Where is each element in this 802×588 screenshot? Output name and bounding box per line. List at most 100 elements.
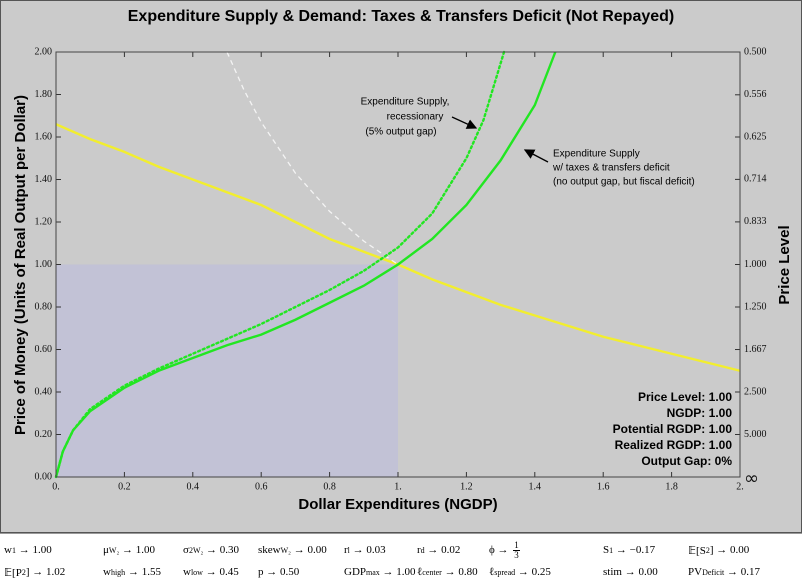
annotation-arrow	[451, 116, 478, 129]
x-tick-label: 0.6	[255, 481, 268, 492]
y2-tick-label: ∞	[744, 468, 759, 489]
parameter-text: Deficit	[702, 567, 725, 577]
parameter-text: 2	[21, 567, 26, 577]
parameter-text: 1	[513, 539, 520, 551]
annotation-arrow	[523, 149, 549, 163]
y2-tick-label: 0.625	[744, 131, 767, 142]
y2-tick-label: 0.500	[744, 46, 767, 57]
x-tick-label: 0.	[52, 481, 60, 492]
x-tick-label: 1.6	[597, 481, 610, 492]
parameter-text: 𝔼[S	[688, 544, 706, 557]
info-box: Price Level: 1.00 NGDP: 1.00 Potential R…	[613, 390, 733, 468]
parameter: ℓ center → 0.80	[417, 566, 489, 578]
x-tick-label: 1.2	[460, 481, 473, 492]
parameter-text: 1	[11, 545, 16, 555]
parameter-text: μ	[103, 544, 109, 556]
parameter-text: spread	[494, 567, 516, 577]
parameter-text: center	[422, 567, 442, 577]
y2-tick-label: 1.000	[744, 259, 767, 270]
parameter: skew W₂ → 0.00	[258, 544, 344, 556]
x-tick-label: 0.2	[118, 481, 131, 492]
annotation-line: (5% output gap)	[365, 127, 436, 138]
parameter-text: W₂	[280, 545, 291, 555]
annotation-line: (no output gap, but fiscal deficit)	[553, 177, 695, 188]
parameter: μ W₂ → 1.00	[103, 544, 183, 556]
x-tick-label: 0.8	[323, 481, 336, 492]
parameter: stim → 0.00	[603, 566, 688, 578]
parameter-text: → 0.17	[724, 566, 761, 578]
parameter-text: GDP	[344, 566, 367, 578]
y-tick-label: 0.60	[35, 344, 53, 355]
y2-tick-label: 0.833	[744, 216, 767, 227]
parameter-text: → 1.55	[125, 566, 161, 578]
parameter-text: ℓ	[417, 566, 423, 578]
y2-tick-label: 0.556	[744, 89, 767, 100]
y-axis-label: Price of Money (Units of Real Output per…	[12, 95, 29, 435]
y2-axis-label: Price Level	[776, 225, 793, 304]
y-tick-label: 2.00	[35, 46, 53, 57]
parameter-text: l	[347, 545, 350, 555]
info-line: NGDP: 1.00	[667, 406, 733, 420]
y-tick-label: 0.40	[35, 386, 53, 397]
y2-tick-label: 0.714	[744, 174, 767, 185]
parameter-text: 𝔼[P	[4, 566, 22, 579]
parameter-text: w	[103, 566, 111, 578]
plot-area: 0. 0.2 0.4 0.6 0.8 1. 1.2 1.4 1.6 1.8 2. 0.00 0.20 0.…	[35, 46, 767, 492]
y2-tick-label: 1.667	[744, 344, 767, 355]
parameter-row: 𝔼[P 2] → 1.02 w high → 1.55 w low → 0.45 p → 0…	[0, 562, 802, 582]
y-tick-label: 0.80	[35, 301, 53, 312]
parameter: GDP max → 1.00	[344, 566, 417, 578]
parameter-text: high	[110, 567, 126, 577]
series-line	[54, 51, 557, 478]
info-line: Price Level: 1.00	[638, 390, 732, 404]
y2-tick-label: 5.000	[744, 429, 767, 440]
x-tick-label: 1.8	[665, 481, 678, 492]
parameter-text: W₂	[192, 545, 204, 555]
parameter-text: → 1.00	[15, 544, 52, 556]
parameter-text: w	[4, 544, 12, 556]
parameter-text: 3	[514, 549, 519, 560]
y2-tick-label: 2.500	[744, 386, 767, 397]
parameter-text: r	[344, 544, 348, 556]
chart-title: Expenditure Supply & Demand: Taxes & Tra…	[128, 8, 675, 25]
annotation: Expenditure Supply w/ taxes & transfers …	[552, 149, 695, 188]
x-tick-label: 2.	[736, 481, 744, 492]
parameter-text: max	[366, 567, 380, 577]
parameter-text: → 0.30	[203, 544, 240, 556]
parameter-text: 2	[188, 545, 193, 555]
parameter-text: → −0.17	[613, 544, 656, 556]
parameter-text: skew	[258, 544, 281, 556]
parameter-text: → 0.25	[515, 566, 551, 578]
annotation-line: recessionary	[387, 112, 444, 123]
parameter-text: d	[420, 545, 425, 555]
parameter: σ 2 W₂ → 0.30	[183, 544, 258, 556]
info-line: Output Gap: 0%	[641, 454, 732, 468]
parameter-text: 1	[609, 545, 614, 555]
x-tick-label: 0.4	[187, 481, 200, 492]
y-tick-label: 1.00	[35, 259, 53, 270]
y2-tick-label: 1.250	[744, 301, 767, 312]
parameter-text: ϕ →	[489, 544, 512, 556]
parameter-text: → 1.00	[119, 544, 155, 556]
chart: Expenditure Supply & Demand: Taxes & Tra…	[0, 0, 802, 533]
parameter-text: → 0.80	[441, 566, 478, 578]
parameter: PV Deficit → 0.17	[688, 566, 802, 578]
y-tick-label: 0.20	[35, 429, 53, 440]
y-tick-label: 0.00	[35, 471, 53, 482]
parameter-text: w	[183, 566, 191, 578]
parameter: w high → 1.55	[103, 566, 183, 578]
y-tick-label: 1.20	[35, 216, 53, 227]
parameter: ℓ spread → 0.25	[489, 566, 603, 578]
parameter-text: → 1.00	[379, 566, 416, 578]
parameter: 𝔼[S 2] → 0.00	[688, 544, 802, 557]
parameter-text: p → 0.50	[258, 566, 300, 578]
parameter-text: ] → 1.02	[25, 566, 66, 578]
annotation-line: Expenditure Supply,	[361, 97, 450, 108]
